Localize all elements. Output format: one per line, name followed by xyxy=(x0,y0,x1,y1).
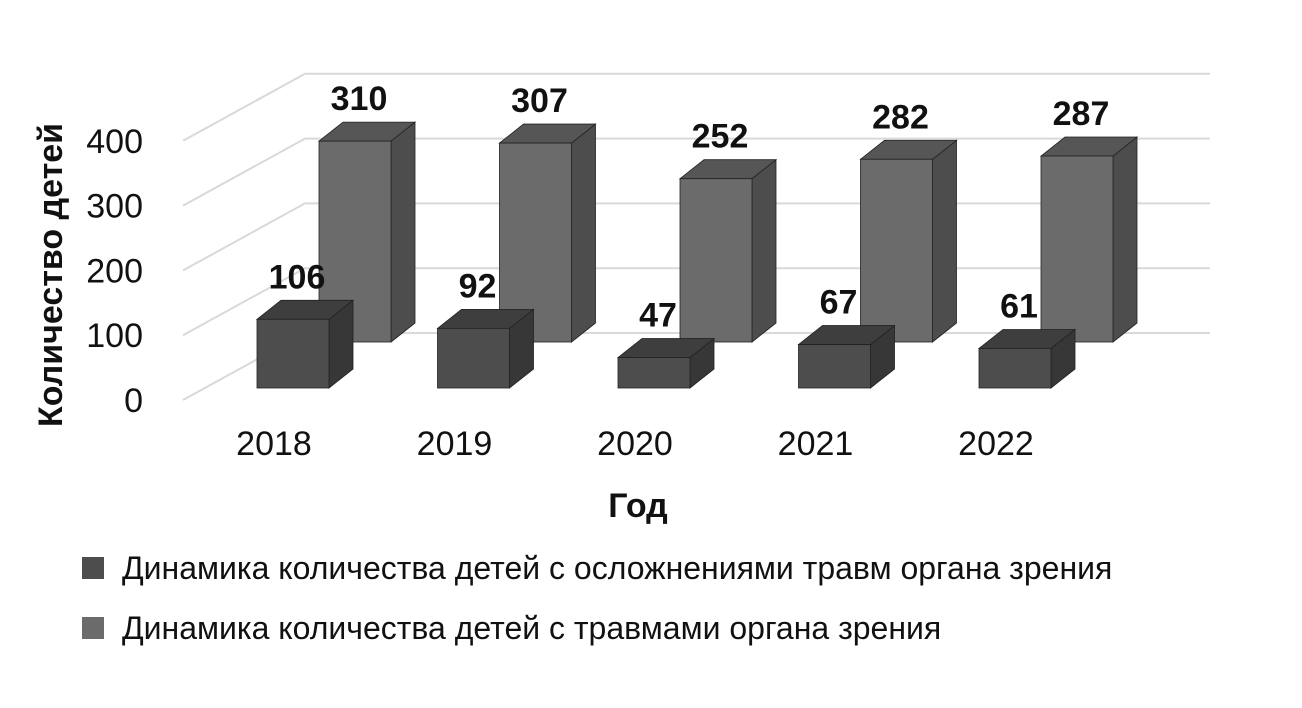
y-axis-title: Количество детей xyxy=(32,123,70,427)
bar-injuries-2019-side xyxy=(571,123,596,343)
bar-injuries-2022-front xyxy=(1040,155,1114,343)
bar-complications-2020-front xyxy=(617,357,691,389)
bar-complications-2021 xyxy=(797,324,896,389)
y-tick-label: 0 xyxy=(124,382,143,420)
data-label-complications-2022: 61 xyxy=(1000,287,1038,325)
data-label-injuries-2020: 252 xyxy=(692,118,749,156)
legend-swatch-complications xyxy=(82,557,104,579)
legend-item-complications: Динамика количества детей с осложнениями… xyxy=(82,538,1112,598)
legend-label-injuries: Динамика количества детей с травмами орг… xyxy=(122,609,942,646)
y-tick-label: 400 xyxy=(86,123,143,161)
x-axis-ticks: 2018 2019 2020 2021 2022 xyxy=(236,425,1034,463)
bar-injuries-2019-front xyxy=(499,142,572,343)
data-label-complications-2021: 67 xyxy=(820,284,858,322)
y-axis-ticks: 0 100 200 300 400 xyxy=(86,123,143,420)
bar-complications-2022-front xyxy=(978,348,1052,389)
chart: 0 100 200 300 400 310 307 252 282 287 106 92 47 67 61… xyxy=(32,72,1210,525)
bar-injuries-2020-front xyxy=(679,178,753,343)
data-label-complications-2020: 47 xyxy=(639,297,677,335)
bar-complications-2018 xyxy=(255,299,355,389)
data-label-injuries-2022: 287 xyxy=(1053,95,1110,133)
x-tick-label: 2022 xyxy=(958,425,1034,463)
data-label-complications-2018: 106 xyxy=(269,258,326,296)
bar-injuries-2018-side xyxy=(390,121,416,343)
data-label-injuries-2018: 310 xyxy=(331,80,388,118)
legend-label-complications: Динамика количества детей с осложнениями… xyxy=(122,549,1113,586)
bar-injuries-2022 xyxy=(1039,136,1139,343)
x-axis-title: Год xyxy=(608,487,667,525)
bar-complications-2022 xyxy=(977,328,1077,389)
bar-injuries-2021-front xyxy=(860,158,933,343)
data-label-complications-2019: 92 xyxy=(459,267,497,305)
bar-injuries-2019 xyxy=(498,123,597,343)
data-labels: 310 307 252 282 287 106 92 47 67 61 xyxy=(269,80,1110,334)
x-tick-label: 2018 xyxy=(236,425,312,463)
legend-swatch-injuries xyxy=(82,617,104,639)
bars xyxy=(255,121,1139,389)
bar-complications-2018-front xyxy=(256,318,330,389)
gridline xyxy=(182,72,1210,142)
y-tick-label: 200 xyxy=(86,252,143,290)
bar-complications-2020 xyxy=(616,337,716,389)
gridline xyxy=(182,137,1210,207)
x-tick-label: 2021 xyxy=(778,425,854,463)
bar-injuries-2021-side xyxy=(932,139,957,343)
bar-injuries-2021 xyxy=(859,139,958,343)
bar-injuries-2020-side xyxy=(751,158,777,343)
y-tick-label: 100 xyxy=(86,317,143,355)
bar-injuries-2022-side xyxy=(1112,136,1138,343)
data-label-injuries-2019: 307 xyxy=(511,82,568,120)
data-label-injuries-2021: 282 xyxy=(872,98,929,136)
x-tick-label: 2019 xyxy=(417,425,493,463)
bar-complications-2019 xyxy=(436,308,535,389)
bar-complications-2019-front xyxy=(437,327,510,389)
legend: Динамика количества детей с осложнениями… xyxy=(82,538,1112,658)
x-tick-label: 2020 xyxy=(597,425,673,463)
bar-injuries-2020 xyxy=(678,158,778,343)
legend-item-injuries: Динамика количества детей с травмами орг… xyxy=(82,598,1112,658)
y-tick-label: 300 xyxy=(86,188,143,226)
bar-complications-2021-front xyxy=(798,344,871,389)
